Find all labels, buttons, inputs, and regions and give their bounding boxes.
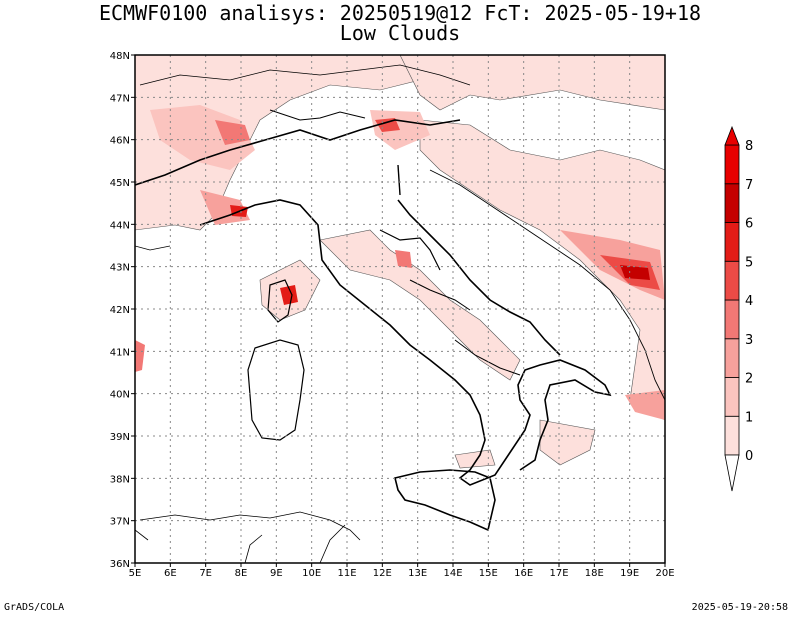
lon-label: 8E	[235, 568, 248, 579]
lat-label: 47N	[110, 93, 130, 104]
lat-label: 36N	[110, 559, 130, 570]
footer-left: GrADS/COLA	[4, 602, 65, 613]
lat-label: 37N	[110, 517, 130, 528]
lon-label: 15E	[479, 568, 498, 579]
lat-label: 40N	[110, 390, 130, 401]
lon-label: 11E	[337, 568, 356, 579]
lon-label: 16E	[514, 568, 533, 579]
colorbar-label: 0	[745, 449, 753, 464]
lat-label: 44N	[110, 220, 130, 231]
colorbar-segment	[724, 183, 740, 223]
coastlines	[135, 64, 665, 563]
colorbar-segment	[724, 222, 740, 262]
lat-label: 46N	[110, 136, 130, 147]
colorbar-top-arrow	[724, 125, 740, 146]
lon-label: 13E	[408, 568, 427, 579]
longitude-labels: 5E 6E 7E 8E 9E 10E 11E 12E 13E 14E 15E 16E 17E 18E 19E…	[129, 563, 675, 579]
lon-label: 6E	[164, 568, 177, 579]
colorbar-segment	[724, 299, 740, 340]
lon-label: 12E	[373, 568, 392, 579]
colorbar-bottom-arrow	[724, 454, 740, 492]
lon-label: 14E	[443, 568, 462, 579]
colorbar-segment	[724, 144, 740, 185]
lat-label: 42N	[110, 305, 130, 316]
colorbar-label: 1	[745, 410, 753, 425]
title-line-2: Low Clouds	[339, 21, 461, 45]
lon-label: 18E	[585, 568, 604, 579]
colorbar-segment	[724, 377, 740, 417]
lon-label: 7E	[199, 568, 212, 579]
lon-label: 5E	[129, 568, 142, 579]
colorbar-segment	[724, 338, 740, 378]
lon-label: 10E	[302, 568, 321, 579]
map-grid	[135, 55, 665, 563]
latitude-labels: 36N 37N 38N 39N 40N 41N 42N 43N 44N 45N 46N 47N 48N	[110, 51, 135, 570]
colorbar-label: 3	[745, 333, 753, 348]
lat-label: 43N	[110, 263, 130, 274]
lon-label: 20E	[655, 568, 674, 579]
colorbar-label: 4	[745, 294, 753, 309]
lat-label: 39N	[110, 432, 130, 443]
colorbar-label: 2	[745, 372, 753, 387]
title-line-1: ECMWF0100 analisys: 20250519@12 FcT: 202…	[98, 1, 702, 25]
colorbar-segment	[724, 415, 740, 456]
colorbar-segment	[724, 260, 740, 301]
lon-label: 9E	[270, 568, 283, 579]
lat-label: 38N	[110, 474, 130, 485]
lon-label: 17E	[549, 568, 568, 579]
colorbar-label: 6	[745, 217, 753, 232]
lat-label: 41N	[110, 347, 130, 358]
colorbar-label: 7	[745, 178, 753, 193]
colorbar-label: 5	[745, 255, 753, 270]
footer-right: 2025-05-19-20:58	[691, 602, 788, 613]
lat-label: 48N	[110, 51, 130, 62]
colorbar: 0 1 2 3 4 5 6 7 8	[724, 125, 753, 492]
colorbar-label: 8	[745, 139, 753, 154]
lon-label: 19E	[620, 568, 639, 579]
lat-label: 45N	[110, 178, 130, 189]
